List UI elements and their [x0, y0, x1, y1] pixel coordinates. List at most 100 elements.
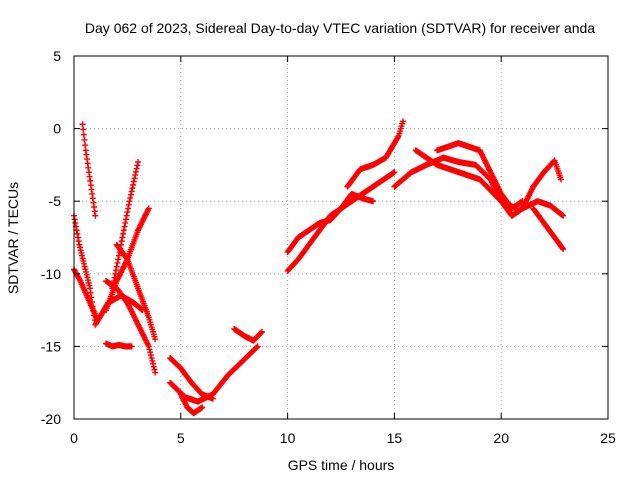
plot-frame: [73, 55, 609, 420]
data-point: [258, 329, 265, 336]
series-arc-h: [109, 158, 142, 292]
series-arc-t: [508, 157, 565, 219]
data-point: [132, 168, 139, 175]
data-point: [119, 234, 126, 241]
data-point: [148, 355, 155, 362]
y-tick-label: 0: [53, 121, 61, 137]
data-point: [80, 126, 87, 133]
data-point: [129, 185, 136, 192]
data-point: [209, 395, 216, 402]
data-points: [71, 118, 567, 417]
series-arc-p: [344, 118, 406, 190]
data-point: [560, 246, 567, 253]
data-point: [146, 346, 153, 353]
data-point: [117, 241, 124, 248]
data-point: [115, 252, 122, 259]
y-tick-label: -20: [41, 411, 61, 427]
data-point: [131, 175, 138, 182]
data-point: [125, 201, 132, 208]
data-point: [394, 134, 401, 141]
data-point: [112, 270, 119, 277]
x-tick-label: 0: [70, 430, 78, 446]
data-point: [254, 343, 261, 350]
chart-title: Day 062 of 2023, Sidereal Day-to-day VTE…: [85, 20, 595, 36]
data-point: [150, 363, 157, 370]
series-arc-k: [167, 355, 216, 402]
series-arc-m: [231, 325, 265, 344]
data-point: [391, 169, 398, 176]
data-point: [115, 256, 122, 263]
data-point: [253, 344, 260, 351]
x-tick-label: 15: [387, 430, 403, 446]
data-point: [114, 259, 121, 266]
data-point: [130, 178, 137, 185]
data-point: [123, 212, 130, 219]
data-point: [79, 121, 86, 128]
data-point: [139, 307, 146, 314]
data-point: [117, 245, 124, 252]
data-point: [110, 278, 117, 285]
data-point: [151, 366, 158, 373]
y-axis-label: SDTVAR / TECUs: [5, 182, 21, 294]
x-tick-label: 20: [493, 430, 509, 446]
y-tick-label: -10: [41, 266, 61, 282]
data-point: [127, 191, 134, 198]
data-point: [127, 194, 134, 201]
data-point: [558, 176, 565, 183]
data-point: [199, 404, 206, 411]
series-arc-u: [530, 205, 567, 253]
x-tick-label: 10: [280, 430, 296, 446]
series-arc-v: [519, 198, 567, 219]
data-point: [80, 131, 87, 138]
data-point: [132, 172, 139, 179]
data-point: [149, 357, 156, 364]
data-point: [111, 274, 118, 281]
data-point: [130, 181, 137, 188]
data-point: [152, 369, 159, 376]
y-tick-label: -5: [49, 193, 62, 209]
data-point: [135, 158, 142, 165]
data-point: [125, 205, 132, 212]
data-point: [116, 249, 123, 256]
x-axis-label: GPS time / hours: [288, 457, 395, 473]
series-arc-d: [103, 340, 135, 350]
data-point: [370, 198, 377, 205]
data-point: [110, 281, 117, 288]
axis-ticks: 0 5 10 15 20 25 -20 -15 -10 -5 0 5: [41, 48, 616, 446]
data-point: [113, 263, 120, 270]
data-point: [560, 212, 567, 219]
x-tick-label: 5: [177, 430, 185, 446]
data-point: [150, 360, 157, 367]
data-point: [122, 216, 129, 223]
data-point: [134, 162, 141, 169]
data-point: [559, 245, 566, 252]
data-point: [122, 219, 129, 226]
data-point: [109, 285, 116, 292]
data-point: [133, 165, 140, 172]
data-point: [124, 209, 131, 216]
x-tick-label: 25: [600, 430, 616, 446]
data-point: [258, 328, 265, 335]
data-point: [147, 352, 154, 359]
y-tick-label: 5: [53, 48, 61, 64]
data-point: [81, 136, 88, 143]
data-point: [128, 188, 135, 195]
data-point: [128, 343, 135, 350]
data-point: [121, 223, 128, 230]
data-point: [82, 142, 89, 149]
data-point: [147, 349, 154, 356]
data-point: [145, 343, 152, 350]
data-point: [118, 238, 125, 245]
data-point: [120, 227, 127, 234]
y-tick-label: -15: [41, 338, 61, 354]
series-arc-c: [79, 121, 99, 219]
series-arc-i: [92, 292, 146, 328]
data-point: [145, 205, 152, 212]
series-arc-s: [434, 140, 526, 212]
series-arc-o: [284, 190, 377, 256]
series-arc-l: [177, 391, 206, 417]
data-point: [92, 212, 99, 219]
data-point: [126, 198, 133, 205]
